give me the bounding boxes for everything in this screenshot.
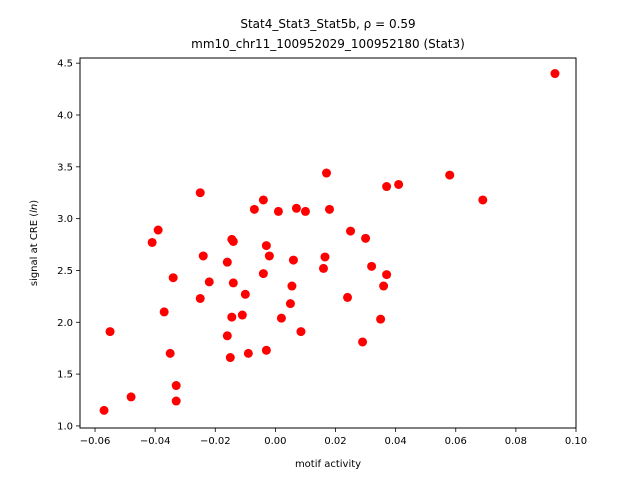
y-axis-label: signal at CRE (ln) <box>29 200 40 286</box>
data-point-25 <box>258 195 268 205</box>
data-point-38 <box>318 263 328 273</box>
x-axis-label: motif activity <box>295 459 361 470</box>
data-point-3 <box>147 237 157 247</box>
y-tick-label: 4.0 <box>57 111 73 122</box>
data-point-1 <box>105 327 115 337</box>
data-point-35 <box>291 203 301 213</box>
data-point-40 <box>322 168 331 178</box>
plot-frame <box>79 57 577 429</box>
data-point-23 <box>243 348 253 358</box>
chart-title-line2: mm10_chr11_100952029_100952180 (Stat3) <box>191 37 465 51</box>
data-point-17 <box>227 312 237 322</box>
data-point-53 <box>478 195 488 205</box>
data-point-33 <box>287 281 297 291</box>
chart-title-line1: Stat4_Stat3_Stat5b, ρ = 0.59 <box>240 17 415 31</box>
data-point-44 <box>358 337 368 347</box>
data-point-27 <box>261 345 271 355</box>
x-axis: −0.06 −0.04 −0.02 0.00 0.02 0.04 0.06 0.08 0.10 <box>80 428 587 447</box>
data-point-7 <box>168 273 178 283</box>
data-point-46 <box>367 261 377 271</box>
data-point-19 <box>228 236 238 246</box>
data-point-51 <box>394 179 404 189</box>
data-point-29 <box>264 251 274 261</box>
y-tick-label: 1.0 <box>57 421 73 432</box>
data-point-26 <box>258 269 268 279</box>
data-point-6 <box>165 348 175 358</box>
data-point-34 <box>288 255 298 265</box>
data-point-12 <box>198 251 208 261</box>
x-tick-label: 0.10 <box>565 436 587 447</box>
data-point-21 <box>237 310 247 320</box>
data-point-5 <box>159 307 169 317</box>
data-point-32 <box>285 299 295 309</box>
x-tick-label: −0.06 <box>80 436 111 447</box>
x-tick-label: −0.04 <box>140 436 171 447</box>
data-point-24 <box>249 204 259 214</box>
y-tick-label: 1.5 <box>57 370 73 381</box>
x-tick-label: 0.08 <box>505 436 527 447</box>
data-point-14 <box>222 257 232 267</box>
data-point-15 <box>222 331 232 341</box>
data-point-37 <box>300 206 310 216</box>
data-point-30 <box>273 206 283 216</box>
data-point-9 <box>171 396 181 406</box>
x-tick-label: 0.06 <box>445 436 467 447</box>
y-tick-label: 3.0 <box>57 214 73 225</box>
y-tick-label: 4.5 <box>57 59 73 70</box>
data-point-54 <box>550 69 560 79</box>
points-layer <box>99 69 560 415</box>
y-axis: 1.0 1.5 2.0 2.5 3.0 3.5 4.0 4.5 <box>57 59 80 432</box>
data-point-48 <box>379 281 389 291</box>
data-point-22 <box>240 289 250 299</box>
data-point-36 <box>296 327 306 337</box>
data-point-2 <box>126 392 136 402</box>
data-point-4 <box>153 225 163 235</box>
data-point-20 <box>228 278 238 288</box>
data-point-13 <box>204 277 214 287</box>
data-point-8 <box>171 381 181 391</box>
x-tick-label: 0.00 <box>264 436 286 447</box>
y-tick-label: 2.5 <box>57 266 73 277</box>
data-point-43 <box>346 226 356 236</box>
data-point-52 <box>445 170 455 180</box>
data-point-28 <box>261 241 271 251</box>
data-point-50 <box>382 182 392 192</box>
data-point-42 <box>343 292 353 302</box>
data-point-45 <box>361 233 371 243</box>
data-point-10 <box>195 188 205 198</box>
x-tick-label: −0.02 <box>200 436 231 447</box>
data-point-41 <box>325 204 334 214</box>
x-tick-label: 0.04 <box>385 436 407 447</box>
data-point-39 <box>320 252 330 262</box>
y-tick-label: 3.5 <box>57 162 73 173</box>
y-tick-label: 2.0 <box>57 318 73 329</box>
data-point-49 <box>382 270 392 280</box>
data-point-47 <box>376 314 386 324</box>
x-tick-label: 0.02 <box>324 436 346 447</box>
data-point-31 <box>276 313 286 323</box>
data-point-16 <box>225 353 235 363</box>
data-point-11 <box>195 293 205 303</box>
data-point-0 <box>99 405 109 415</box>
